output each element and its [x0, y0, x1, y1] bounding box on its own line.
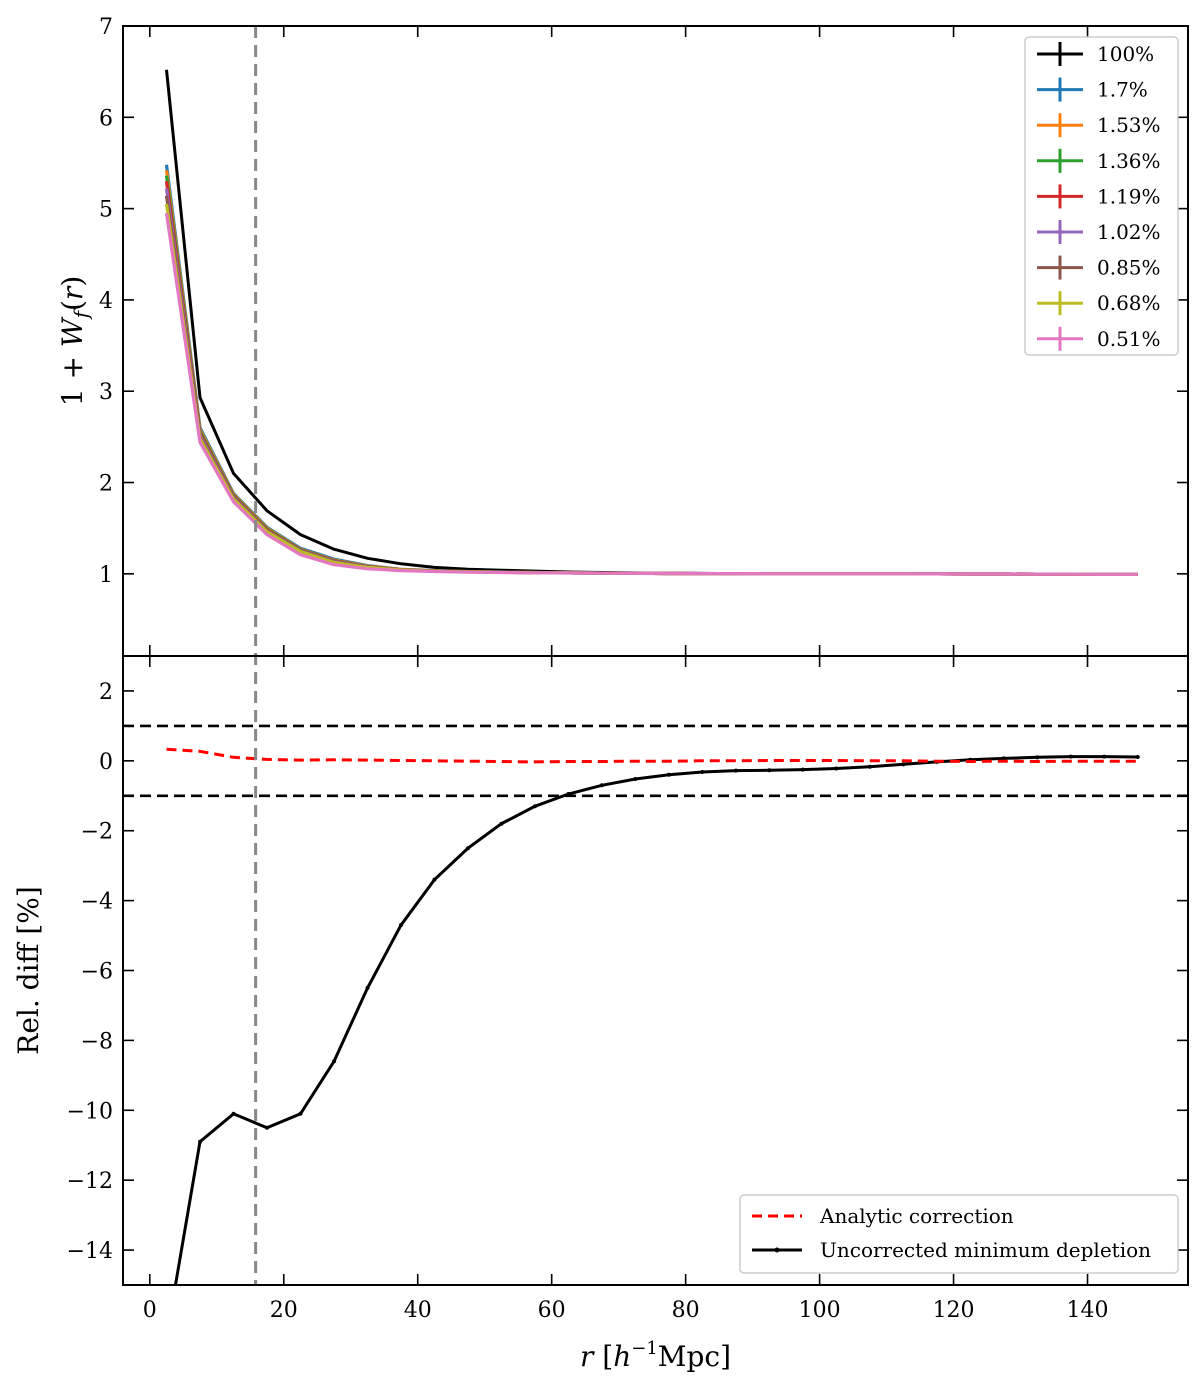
y-tick-label: −12 [67, 1169, 113, 1194]
bottom-panel-frame [122, 655, 1189, 1286]
legend-marker [774, 1247, 780, 1253]
legend-label: 0.68% [1097, 291, 1161, 315]
series-point [800, 767, 805, 772]
legend-entry: 0.85% [1037, 255, 1161, 280]
series-line-Uncorrected minimum depletion [173, 755, 1138, 1285]
top-legend: 100% 1.7% 1.53% 1.36% 1.19% 1.02% 0.85% 0.68% 0.… [1024, 36, 1179, 356]
series-point [566, 792, 571, 797]
y-tick-label: 4 [99, 289, 113, 314]
legend-entry: 1.19% [1037, 184, 1161, 209]
legend-entry: Uncorrected minimum depletion [752, 1238, 1151, 1262]
series-point [198, 1139, 203, 1144]
series-point [1135, 754, 1140, 759]
series-point [231, 1111, 236, 1116]
series-line-1.53% [164, 170, 1138, 576]
legend-box [1024, 36, 1179, 356]
legend-label: 0.85% [1097, 256, 1161, 280]
legend-entry: 1.53% [1037, 113, 1161, 138]
y-tick-label: 3 [99, 380, 113, 405]
legend-label: 100% [1097, 42, 1154, 66]
series-point [532, 804, 537, 809]
series-point [432, 877, 437, 882]
series-line-0.85% [164, 195, 1138, 576]
y-tick-label: −6 [81, 960, 113, 985]
series-point [733, 768, 738, 773]
y-tick-label: −4 [81, 890, 113, 915]
legend-label: 1.36% [1097, 149, 1161, 173]
y-tick-label: −14 [67, 1239, 113, 1264]
series-point [1001, 756, 1006, 761]
legend-entry: 0.51% [1037, 326, 1161, 351]
x-tick-label: 80 [672, 1298, 700, 1323]
series-point [1068, 754, 1073, 759]
legend-label: Uncorrected minimum depletion [820, 1238, 1151, 1262]
x-tick-label: 100 [799, 1298, 841, 1323]
series-point [834, 766, 839, 771]
series-point [901, 762, 906, 767]
y-tick-label: 2 [99, 680, 113, 705]
legend-label: Analytic correction [819, 1204, 1014, 1228]
legend-box [739, 1194, 1179, 1274]
x-tick-label: 60 [538, 1298, 566, 1323]
series-line-0.51% [164, 212, 1138, 576]
series-point [465, 846, 470, 851]
y-tick-label: 2 [99, 472, 113, 497]
series-point [165, 1335, 169, 1339]
legend-entry: 1.7% [1037, 77, 1148, 102]
legend-label: 1.19% [1097, 184, 1161, 208]
series-line-Analytic correction [166, 747, 1138, 764]
series-point [767, 768, 772, 773]
series-point [298, 1111, 303, 1116]
x-tick-label: 0 [143, 1298, 157, 1323]
series-point [265, 1125, 270, 1130]
series-point [666, 772, 671, 777]
y-tick-label: 7 [99, 15, 113, 40]
top-plot-area [164, 69, 1138, 576]
series-point [867, 764, 872, 769]
top-y-axis-label: 1 + Wf(r) [56, 276, 93, 407]
series-point [1035, 755, 1040, 760]
series-line-1.36% [164, 175, 1138, 576]
legend-label: 1.53% [1097, 113, 1161, 137]
series-line-1.7% [164, 164, 1138, 576]
series-point [331, 1059, 336, 1064]
series-point [1102, 754, 1107, 759]
y-tick-label: 5 [99, 198, 113, 223]
y-tick-label: −10 [67, 1099, 113, 1124]
y-tick-label: 6 [99, 106, 113, 131]
series-point [700, 770, 705, 775]
series-point [633, 777, 638, 782]
series-line-100% [165, 69, 1138, 576]
bottom-legend: Analytic correction Uncorrected minimum d… [739, 1194, 1179, 1274]
x-axis-label: r [h−1Mpc] [580, 1338, 731, 1373]
legend-entry: 1.36% [1037, 148, 1161, 173]
legend-label: 0.51% [1097, 327, 1161, 351]
x-tick-label: 40 [404, 1298, 432, 1323]
series-point [599, 783, 604, 788]
y-tick-label: −8 [81, 1029, 113, 1054]
series-line-1.02% [164, 188, 1138, 576]
x-tick-label: 20 [270, 1298, 298, 1323]
x-tick-label: 120 [933, 1298, 975, 1323]
x-tick-label: 140 [1067, 1298, 1109, 1323]
series-line-0.68% [164, 203, 1138, 576]
series-line-1.19% [164, 180, 1138, 576]
series-point [365, 985, 370, 990]
bottom-y-axis-label: Rel. diff [%] [12, 886, 45, 1055]
legend-entry: 100% [1037, 42, 1154, 66]
bottom-plot-area [123, 724, 1188, 1339]
y-tick-label: 1 [99, 563, 113, 588]
legend-label: 1.02% [1097, 220, 1161, 244]
y-tick-label: 0 [99, 750, 113, 775]
y-tick-label: −2 [81, 820, 113, 845]
legend-label: 1.7% [1097, 78, 1148, 102]
legend-entry: 1.02% [1037, 220, 1161, 244]
series-point [398, 923, 403, 928]
series-point [499, 821, 504, 826]
legend-entry: 0.68% [1037, 291, 1161, 316]
legend-entry: Analytic correction [752, 1204, 1014, 1228]
